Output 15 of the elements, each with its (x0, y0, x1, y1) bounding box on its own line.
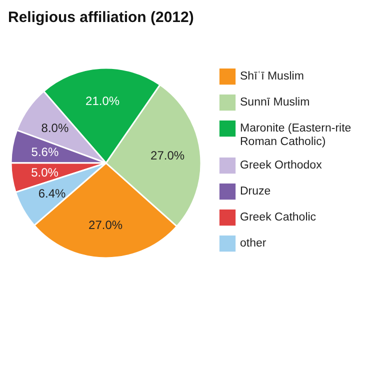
legend-label: Maronite (Eastern-rite Roman Catholic) (240, 122, 352, 148)
data-label: 27.0% (88, 218, 123, 232)
data-label: 27.0% (150, 148, 185, 163)
legend-label: Sunnī Muslim (240, 96, 310, 108)
data-label: 21.0% (86, 94, 120, 108)
legend-label: Druze (240, 186, 271, 198)
legend-label: Greek Catholic (240, 212, 316, 224)
legend-label: Shīʿī Muslim (240, 70, 304, 82)
data-label: 5.6% (31, 145, 59, 160)
chart-title: Religious affiliation (2012) (8, 9, 194, 26)
data-label: 8.0% (41, 120, 69, 135)
legend-label: Greek Orthodox (240, 160, 322, 172)
legend-label: other (240, 238, 266, 250)
data-label: 6.4% (38, 186, 66, 201)
data-label: 5.0% (31, 166, 59, 180)
